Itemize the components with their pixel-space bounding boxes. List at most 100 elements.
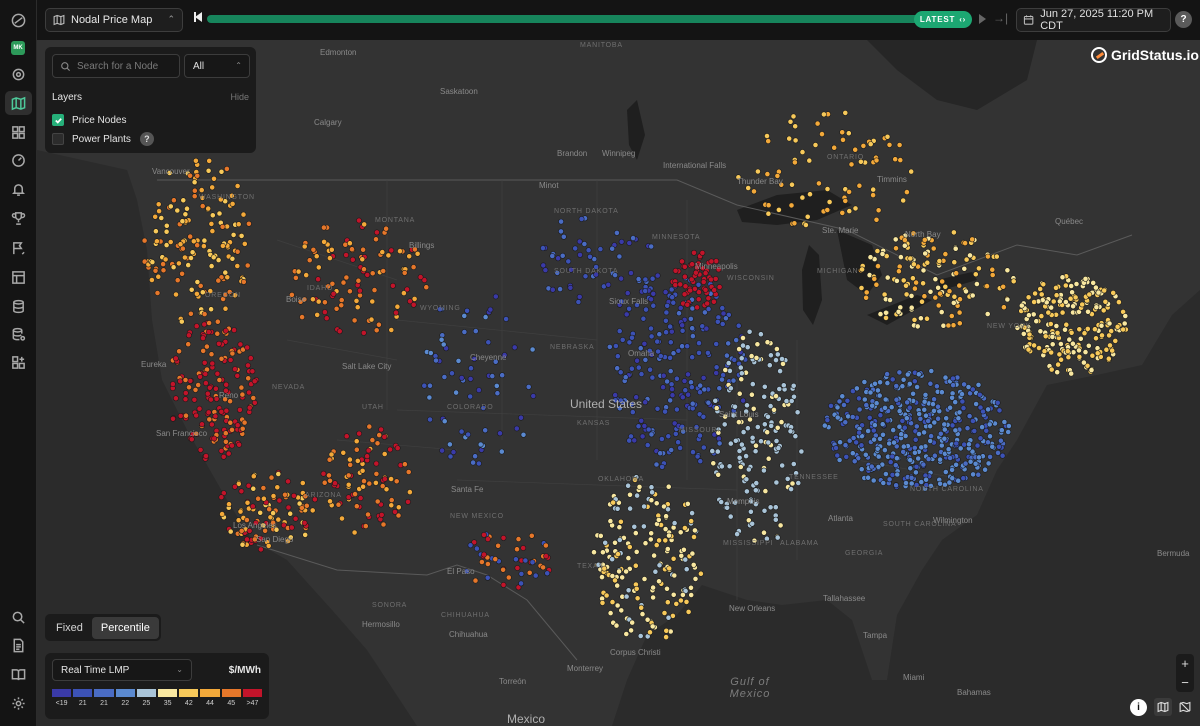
node-search[interactable] — [52, 54, 180, 78]
price-node-dot[interactable] — [713, 370, 720, 376]
price-node-dot[interactable] — [721, 421, 728, 428]
price-node-dot[interactable] — [794, 409, 801, 416]
price-node-dot[interactable] — [223, 407, 230, 414]
price-node-dot[interactable] — [543, 553, 549, 559]
price-node-dot[interactable] — [949, 466, 955, 473]
price-node-dot[interactable] — [675, 439, 681, 446]
price-node-dot[interactable] — [154, 238, 160, 245]
price-node-dot[interactable] — [1049, 341, 1056, 348]
price-node-dot[interactable] — [360, 329, 367, 336]
price-node-dot[interactable] — [202, 380, 209, 386]
price-node-dot[interactable] — [682, 556, 689, 563]
price-node-dot[interactable] — [913, 469, 919, 476]
price-node-dot[interactable] — [302, 531, 309, 538]
price-node-dot[interactable] — [477, 441, 484, 448]
price-node-dot[interactable] — [771, 406, 777, 413]
price-node-dot[interactable] — [369, 270, 376, 277]
price-node-dot[interactable] — [663, 513, 669, 520]
price-node-dot[interactable] — [787, 118, 794, 125]
price-node-dot[interactable] — [1026, 312, 1032, 319]
price-node-dot[interactable] — [928, 482, 934, 489]
price-node-dot[interactable] — [626, 305, 632, 312]
price-node-dot[interactable] — [955, 415, 962, 422]
price-node-dot[interactable] — [748, 498, 755, 505]
price-node-dot[interactable] — [942, 469, 949, 475]
price-node-dot[interactable] — [212, 413, 219, 420]
price-node-dot[interactable] — [1047, 321, 1054, 327]
price-node-dot[interactable] — [315, 264, 322, 271]
price-node-dot[interactable] — [682, 283, 689, 290]
price-node-dot[interactable] — [177, 241, 184, 248]
price-node-dot[interactable] — [326, 472, 332, 479]
price-node-dot[interactable] — [844, 397, 851, 404]
price-node-dot[interactable] — [303, 502, 310, 509]
price-node-dot[interactable] — [690, 333, 696, 339]
price-node-dot[interactable] — [931, 396, 937, 403]
price-node-dot[interactable] — [177, 412, 184, 419]
price-node-dot[interactable] — [243, 517, 250, 523]
price-node-dot[interactable] — [467, 393, 474, 400]
price-node-dot[interactable] — [974, 281, 980, 287]
price-node-dot[interactable] — [807, 191, 813, 198]
price-node-dot[interactable] — [670, 350, 677, 357]
price-node-dot[interactable] — [848, 161, 855, 168]
price-node-dot[interactable] — [959, 398, 966, 405]
price-node-dot[interactable] — [934, 383, 940, 390]
price-node-dot[interactable] — [576, 238, 583, 245]
price-node-dot[interactable] — [764, 171, 771, 177]
price-node-dot[interactable] — [677, 305, 684, 311]
user-avatar[interactable]: MK — [11, 41, 25, 55]
price-node-dot[interactable] — [918, 479, 925, 485]
price-node-dot[interactable] — [393, 478, 400, 485]
price-node-dot[interactable] — [187, 310, 194, 317]
price-node-dot[interactable] — [288, 524, 295, 531]
price-node-dot[interactable] — [1121, 320, 1128, 327]
price-node-dot[interactable] — [859, 266, 865, 273]
price-node-dot[interactable] — [896, 408, 903, 414]
price-node-dot[interactable] — [223, 165, 230, 172]
price-node-dot[interactable] — [788, 202, 795, 209]
price-node-dot[interactable] — [203, 453, 209, 459]
price-node-dot[interactable] — [467, 375, 474, 382]
price-node-dot[interactable] — [842, 110, 849, 116]
price-node-dot[interactable] — [871, 275, 878, 282]
price-node-dot[interactable] — [633, 394, 640, 401]
price-node-dot[interactable] — [199, 203, 206, 209]
price-node-dot[interactable] — [927, 288, 934, 295]
price-node-dot[interactable] — [618, 607, 625, 614]
price-node-dot[interactable] — [697, 382, 704, 389]
price-node-dot[interactable] — [689, 325, 696, 332]
price-node-dot[interactable] — [662, 526, 669, 532]
price-node-dot[interactable] — [819, 131, 825, 137]
price-node-dot[interactable] — [656, 537, 662, 544]
price-node-dot[interactable] — [1014, 324, 1021, 331]
price-node-dot[interactable] — [187, 377, 194, 384]
price-node-dot[interactable] — [952, 399, 959, 405]
price-node-dot[interactable] — [1059, 274, 1066, 281]
layer-power-plants[interactable]: Power Plants ? — [52, 132, 154, 146]
price-node-dot[interactable] — [615, 551, 621, 557]
price-node-dot[interactable] — [893, 396, 900, 403]
price-node-dot[interactable] — [969, 292, 976, 299]
price-node-dot[interactable] — [939, 278, 946, 285]
price-node-dot[interactable] — [976, 454, 982, 461]
price-node-dot[interactable] — [200, 243, 207, 249]
price-node-dot[interactable] — [967, 390, 973, 397]
price-node-dot[interactable] — [648, 333, 655, 340]
price-node-dot[interactable] — [959, 391, 965, 397]
price-node-dot[interactable] — [761, 383, 768, 390]
price-node-dot[interactable] — [1048, 366, 1055, 373]
price-node-dot[interactable] — [250, 395, 257, 401]
price-node-dot[interactable] — [1066, 336, 1073, 343]
price-node-dot[interactable] — [288, 291, 295, 298]
price-node-dot[interactable] — [167, 203, 174, 210]
price-node-dot[interactable] — [969, 448, 976, 455]
price-node-dot[interactable] — [440, 341, 447, 348]
price-nodes-checkbox[interactable] — [52, 114, 64, 126]
price-node-dot[interactable] — [719, 463, 725, 470]
price-node-dot[interactable] — [985, 253, 991, 260]
price-node-dot[interactable] — [193, 430, 200, 437]
price-node-dot[interactable] — [911, 316, 918, 323]
price-node-dot[interactable] — [705, 349, 711, 356]
price-node-dot[interactable] — [689, 305, 696, 312]
